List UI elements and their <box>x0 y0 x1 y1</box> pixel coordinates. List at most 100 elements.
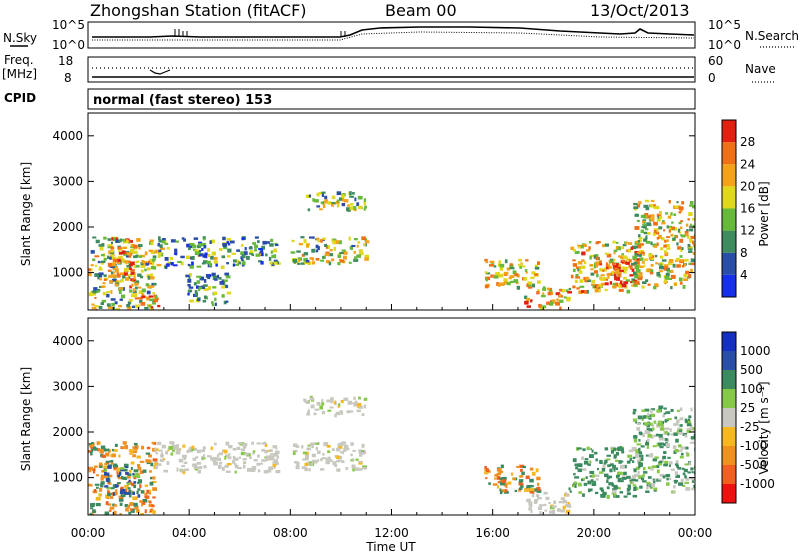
data-cell <box>358 461 363 463</box>
data-cell <box>124 504 128 508</box>
data-cell <box>152 447 156 452</box>
data-cell <box>621 472 624 475</box>
data-cell <box>149 276 155 280</box>
data-cell <box>111 448 115 452</box>
data-cell <box>134 304 140 309</box>
data-cell <box>639 265 644 268</box>
data-cell <box>321 402 325 406</box>
data-cell <box>237 467 242 470</box>
data-cell <box>149 258 153 261</box>
data-cell <box>629 458 633 461</box>
data-cell <box>486 468 490 472</box>
data-cell <box>126 491 129 495</box>
data-cell <box>585 476 588 479</box>
data-cell <box>117 468 121 472</box>
data-cell <box>94 264 97 267</box>
data-cell <box>521 471 525 475</box>
freq-label-top: Freq. <box>4 53 34 67</box>
data-cell <box>341 249 346 252</box>
data-cell <box>167 261 171 265</box>
data-cell <box>646 268 652 273</box>
data-cell <box>322 453 325 456</box>
data-cell <box>590 268 594 271</box>
data-cell <box>329 249 333 252</box>
data-cell <box>113 504 118 507</box>
data-cell <box>115 238 119 243</box>
data-cell <box>181 464 185 468</box>
data-cell <box>616 263 619 266</box>
data-cell <box>88 450 92 453</box>
data-cell <box>666 482 670 486</box>
data-cell <box>130 246 135 249</box>
data-cell <box>88 466 93 471</box>
data-cell <box>125 472 129 475</box>
data-cell <box>113 449 118 452</box>
data-cell <box>689 204 694 207</box>
data-cell <box>638 461 641 465</box>
data-cell <box>594 288 598 293</box>
data-cell <box>141 501 146 505</box>
data-cell <box>658 433 663 438</box>
data-cell <box>158 239 163 243</box>
data-cell <box>155 465 159 469</box>
data-cell <box>262 442 265 445</box>
data-cell <box>119 298 123 301</box>
data-cell <box>269 456 274 461</box>
data-cell <box>653 205 658 209</box>
data-cell <box>665 272 670 277</box>
data-cell <box>649 466 653 469</box>
data-cell <box>619 269 624 273</box>
y-tick-label: 1000 <box>52 471 83 485</box>
data-cell <box>166 263 170 267</box>
data-cell <box>137 273 142 277</box>
data-cell <box>648 414 652 417</box>
data-cell <box>133 469 139 473</box>
data-cell <box>622 259 626 263</box>
data-cell <box>631 268 635 272</box>
freq-right-tick-top: 60 <box>708 54 723 68</box>
data-cell <box>122 246 128 249</box>
data-cell <box>651 465 657 469</box>
data-cell <box>96 474 99 477</box>
data-cell <box>574 279 578 284</box>
data-cell <box>115 265 118 269</box>
data-cell <box>572 285 576 289</box>
data-cell <box>658 274 661 278</box>
data-cell <box>605 278 609 281</box>
data-cell <box>255 253 261 257</box>
data-cell <box>574 476 580 479</box>
x-tick-label: 00:00 <box>71 526 106 540</box>
data-cell <box>635 280 640 284</box>
data-cell <box>260 261 264 265</box>
data-cell <box>137 474 141 479</box>
data-cell <box>644 213 649 217</box>
data-cell <box>625 256 628 260</box>
colorbar-tick-label: -1000 <box>740 477 775 491</box>
data-cell <box>659 266 664 270</box>
data-cell <box>246 255 250 260</box>
data-cell <box>653 221 658 226</box>
data-cell <box>509 275 515 278</box>
data-cell <box>100 254 105 257</box>
data-cell <box>496 472 502 476</box>
data-cell <box>147 275 151 280</box>
data-cell <box>201 457 206 460</box>
data-cell <box>524 269 528 272</box>
data-cell <box>629 479 633 482</box>
data-cell <box>594 287 598 290</box>
data-cell <box>638 454 644 459</box>
data-cell <box>677 246 682 250</box>
data-cell <box>500 282 505 286</box>
data-cell <box>650 204 654 208</box>
data-cell <box>204 252 208 256</box>
data-cell <box>311 261 316 265</box>
data-cell <box>566 504 571 508</box>
data-cell <box>638 276 643 279</box>
data-cell <box>618 263 621 267</box>
colorbar-swatch <box>722 164 736 187</box>
data-cell <box>122 441 127 445</box>
data-cell <box>304 462 309 466</box>
data-cell <box>639 243 644 246</box>
data-cell <box>144 306 149 310</box>
noise-left-label: N.Sky <box>3 31 37 45</box>
